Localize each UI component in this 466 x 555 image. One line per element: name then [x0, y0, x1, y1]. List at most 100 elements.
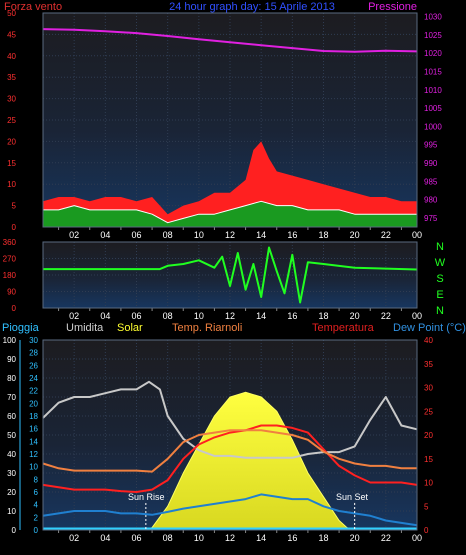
x-tick-label: 02	[69, 230, 79, 240]
y-tick-label: 60	[7, 412, 16, 421]
legend-temperature: Temperatura	[312, 322, 375, 334]
y-tick-label: 35	[7, 73, 16, 82]
wind-gust-area	[43, 141, 417, 227]
panel-border	[42, 339, 418, 531]
x-tick-label: 04	[100, 311, 110, 321]
sun-rise-label: Sun Rise	[128, 492, 165, 502]
y-tick-label: 25	[424, 407, 433, 416]
y-tick-label: 12	[29, 450, 38, 459]
x-tick-label: 04	[100, 533, 110, 543]
y-tick-label: 10	[7, 180, 16, 189]
y-tick-label: 360	[3, 238, 17, 247]
y-tick-label: 80	[7, 374, 16, 383]
y-tick-label: 18	[29, 412, 38, 421]
y-tick-label: 20	[7, 137, 16, 146]
y-tick-label: 8	[34, 475, 39, 484]
x-tick-label: 00	[412, 311, 422, 321]
x-tick-label: 00	[412, 533, 422, 543]
y-tick-label: 0	[12, 526, 17, 535]
y-tick-label: 22	[29, 387, 38, 396]
y-tick-label: 10	[7, 507, 16, 516]
y-tick-label: 20	[7, 488, 16, 497]
x-tick-label: 18	[318, 311, 328, 321]
y-tick-label: 28	[29, 349, 38, 358]
y-tick-label: 40	[7, 52, 16, 61]
y-tick-label: 6	[34, 488, 39, 497]
y-tick-label: 995	[424, 141, 438, 150]
y-tick-label: 0	[12, 223, 17, 232]
y-tick-label: 30	[7, 469, 16, 478]
x-tick-label: 20	[350, 311, 360, 321]
x-tick-label: 12	[225, 533, 235, 543]
y-tick-label: 90	[7, 288, 16, 297]
x-tick-label: 18	[318, 230, 328, 240]
wind-average-area	[43, 201, 417, 227]
compass-label: W	[435, 257, 446, 269]
y-tick-label: 15	[424, 455, 433, 464]
legend-solar: Solar	[117, 322, 143, 334]
compass-label: N	[436, 305, 444, 317]
y-tick-label: 1005	[424, 104, 442, 113]
y-tick-label: 35	[424, 360, 433, 369]
y-tick-label: 10	[29, 463, 38, 472]
pressure-line	[42, 28, 418, 53]
y-tick-label: 1010	[424, 86, 442, 95]
y-tick-label: 50	[7, 431, 16, 440]
x-tick-label: 10	[194, 311, 204, 321]
x-tick-label: 22	[381, 230, 391, 240]
y-tick-label: 25	[7, 116, 16, 125]
x-tick-label: 14	[256, 311, 266, 321]
x-tick-label: 22	[381, 533, 391, 543]
y-tick-label: 15	[7, 159, 16, 168]
x-tick-label: 06	[131, 230, 141, 240]
y-tick-label: 975	[424, 214, 438, 223]
x-tick-label: 02	[69, 533, 79, 543]
y-tick-label: 90	[7, 355, 16, 364]
panel-border	[42, 12, 418, 228]
humidity-line	[42, 380, 418, 459]
dew-point-line	[42, 493, 418, 527]
y-tick-label: 4	[34, 501, 39, 510]
sun-set-label: Sun Set	[336, 492, 369, 502]
y-tick-label: 270	[3, 255, 17, 264]
y-tick-label: 2	[34, 513, 39, 522]
x-tick-label: 12	[225, 311, 235, 321]
x-tick-label: 10	[194, 533, 204, 543]
x-tick-label: 20	[350, 533, 360, 543]
y-tick-label: 40	[424, 336, 433, 345]
y-tick-label: 985	[424, 177, 438, 186]
y-tick-label: 1015	[424, 68, 442, 77]
x-tick-label: 16	[287, 533, 297, 543]
pressure-title: Pressione	[368, 1, 417, 13]
y-tick-label: 5	[12, 202, 17, 211]
y-tick-label: 1025	[424, 31, 442, 40]
temperature-line	[42, 424, 418, 493]
y-tick-label: 14	[29, 437, 38, 446]
solar-area	[145, 391, 355, 531]
y-tick-label: 16	[29, 425, 38, 434]
legend-humidity: Umidita	[66, 322, 104, 334]
feels-like-line	[42, 429, 417, 473]
x-tick-label: 12	[225, 230, 235, 240]
y-tick-label: 50	[7, 9, 16, 18]
x-tick-label: 16	[287, 311, 297, 321]
x-tick-label: 08	[163, 311, 173, 321]
y-tick-label: 24	[29, 374, 38, 383]
y-tick-label: 100	[3, 336, 17, 345]
legend-feels-like: Temp. Riarnoli	[172, 322, 242, 334]
wind-direction-line	[43, 246, 418, 304]
x-tick-label: 06	[131, 311, 141, 321]
y-tick-label: 1020	[424, 49, 442, 58]
y-tick-label: 980	[424, 196, 438, 205]
x-tick-label: 16	[287, 230, 297, 240]
compass-label: S	[436, 273, 443, 285]
x-tick-label: 00	[412, 230, 422, 240]
y-tick-label: 30	[424, 384, 433, 393]
y-tick-label: 45	[7, 30, 16, 39]
y-tick-label: 0	[424, 526, 429, 535]
y-tick-label: 70	[7, 393, 16, 402]
y-tick-label: 0	[12, 304, 17, 313]
y-tick-label: 10	[424, 479, 433, 488]
x-tick-label: 06	[131, 533, 141, 543]
